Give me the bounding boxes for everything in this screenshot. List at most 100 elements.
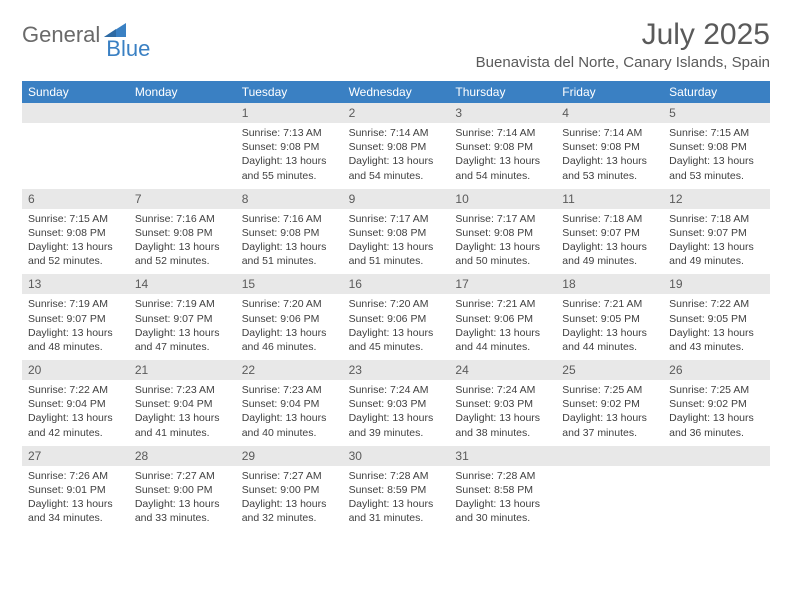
daylight: Daylight: 13 hours and 36 minutes. bbox=[669, 411, 764, 439]
day-number bbox=[22, 103, 129, 123]
sunrise: Sunrise: 7:16 AM bbox=[135, 212, 230, 226]
daylight: Daylight: 13 hours and 44 minutes. bbox=[562, 326, 657, 354]
sunrise: Sunrise: 7:13 AM bbox=[242, 126, 337, 140]
daylight: Daylight: 13 hours and 47 minutes. bbox=[135, 326, 230, 354]
sunset: Sunset: 9:06 PM bbox=[349, 312, 444, 326]
sunrise: Sunrise: 7:21 AM bbox=[562, 297, 657, 311]
day-body: Sunrise: 7:19 AMSunset: 9:07 PMDaylight:… bbox=[129, 294, 236, 360]
day-body: Sunrise: 7:27 AMSunset: 9:00 PMDaylight:… bbox=[236, 466, 343, 532]
day-body: Sunrise: 7:13 AMSunset: 9:08 PMDaylight:… bbox=[236, 123, 343, 189]
week-daynum-row: 13141516171819 bbox=[22, 274, 770, 294]
sunrise: Sunrise: 7:20 AM bbox=[242, 297, 337, 311]
sunset: Sunset: 9:05 PM bbox=[562, 312, 657, 326]
day-body: Sunrise: 7:27 AMSunset: 9:00 PMDaylight:… bbox=[129, 466, 236, 532]
sunrise: Sunrise: 7:15 AM bbox=[28, 212, 123, 226]
sunset: Sunset: 9:01 PM bbox=[28, 483, 123, 497]
day-number: 14 bbox=[129, 274, 236, 294]
daylight: Daylight: 13 hours and 51 minutes. bbox=[349, 240, 444, 268]
sunrise: Sunrise: 7:25 AM bbox=[562, 383, 657, 397]
daylight: Daylight: 13 hours and 39 minutes. bbox=[349, 411, 444, 439]
daylight: Daylight: 13 hours and 49 minutes. bbox=[669, 240, 764, 268]
day-number: 16 bbox=[343, 274, 450, 294]
sunrise: Sunrise: 7:14 AM bbox=[349, 126, 444, 140]
sunrise: Sunrise: 7:24 AM bbox=[455, 383, 550, 397]
daylight: Daylight: 13 hours and 51 minutes. bbox=[242, 240, 337, 268]
week-body-row: Sunrise: 7:26 AMSunset: 9:01 PMDaylight:… bbox=[22, 466, 770, 532]
sunset: Sunset: 9:06 PM bbox=[242, 312, 337, 326]
sunset: Sunset: 9:07 PM bbox=[669, 226, 764, 240]
sunset: Sunset: 9:02 PM bbox=[562, 397, 657, 411]
sunset: Sunset: 9:08 PM bbox=[669, 140, 764, 154]
sunrise: Sunrise: 7:19 AM bbox=[28, 297, 123, 311]
day-number: 22 bbox=[236, 360, 343, 380]
sunset: Sunset: 9:08 PM bbox=[349, 226, 444, 240]
title-block: July 2025 Buenavista del Norte, Canary I… bbox=[476, 18, 770, 77]
daylight: Daylight: 13 hours and 53 minutes. bbox=[562, 154, 657, 182]
daylight: Daylight: 13 hours and 30 minutes. bbox=[455, 497, 550, 525]
day-body: Sunrise: 7:15 AMSunset: 9:08 PMDaylight:… bbox=[663, 123, 770, 189]
daylight: Daylight: 13 hours and 52 minutes. bbox=[135, 240, 230, 268]
day-number: 20 bbox=[22, 360, 129, 380]
day-number: 26 bbox=[663, 360, 770, 380]
day-body: Sunrise: 7:20 AMSunset: 9:06 PMDaylight:… bbox=[343, 294, 450, 360]
daylight: Daylight: 13 hours and 38 minutes. bbox=[455, 411, 550, 439]
dow-thursday: Thursday bbox=[449, 81, 556, 103]
daylight: Daylight: 13 hours and 37 minutes. bbox=[562, 411, 657, 439]
sunset: Sunset: 9:08 PM bbox=[455, 226, 550, 240]
sunrise: Sunrise: 7:27 AM bbox=[242, 469, 337, 483]
day-body: Sunrise: 7:21 AMSunset: 9:06 PMDaylight:… bbox=[449, 294, 556, 360]
daylight: Daylight: 13 hours and 33 minutes. bbox=[135, 497, 230, 525]
sunrise: Sunrise: 7:28 AM bbox=[349, 469, 444, 483]
brand-part2: Blue bbox=[106, 36, 150, 62]
day-number bbox=[129, 103, 236, 123]
day-number: 28 bbox=[129, 446, 236, 466]
day-body: Sunrise: 7:24 AMSunset: 9:03 PMDaylight:… bbox=[449, 380, 556, 446]
day-number: 27 bbox=[22, 446, 129, 466]
daylight: Daylight: 13 hours and 46 minutes. bbox=[242, 326, 337, 354]
day-body: Sunrise: 7:14 AMSunset: 9:08 PMDaylight:… bbox=[556, 123, 663, 189]
sunset: Sunset: 9:02 PM bbox=[669, 397, 764, 411]
day-body: Sunrise: 7:14 AMSunset: 9:08 PMDaylight:… bbox=[343, 123, 450, 189]
sunset: Sunset: 9:08 PM bbox=[28, 226, 123, 240]
sunset: Sunset: 9:03 PM bbox=[455, 397, 550, 411]
sunset: Sunset: 9:04 PM bbox=[135, 397, 230, 411]
daylight: Daylight: 13 hours and 54 minutes. bbox=[455, 154, 550, 182]
day-body bbox=[556, 466, 663, 532]
dow-saturday: Saturday bbox=[663, 81, 770, 103]
day-body: Sunrise: 7:25 AMSunset: 9:02 PMDaylight:… bbox=[556, 380, 663, 446]
header: General Blue July 2025 Buenavista del No… bbox=[22, 18, 770, 77]
brand-part1: General bbox=[22, 22, 100, 48]
day-number: 15 bbox=[236, 274, 343, 294]
day-body: Sunrise: 7:19 AMSunset: 9:07 PMDaylight:… bbox=[22, 294, 129, 360]
day-body: Sunrise: 7:22 AMSunset: 9:05 PMDaylight:… bbox=[663, 294, 770, 360]
daylight: Daylight: 13 hours and 34 minutes. bbox=[28, 497, 123, 525]
sunrise: Sunrise: 7:20 AM bbox=[349, 297, 444, 311]
sunset: Sunset: 9:05 PM bbox=[669, 312, 764, 326]
day-number: 1 bbox=[236, 103, 343, 123]
day-body: Sunrise: 7:16 AMSunset: 9:08 PMDaylight:… bbox=[129, 209, 236, 275]
daylight: Daylight: 13 hours and 55 minutes. bbox=[242, 154, 337, 182]
location: Buenavista del Norte, Canary Islands, Sp… bbox=[476, 54, 770, 71]
daylight: Daylight: 13 hours and 44 minutes. bbox=[455, 326, 550, 354]
day-number: 30 bbox=[343, 446, 450, 466]
dow-tuesday: Tuesday bbox=[236, 81, 343, 103]
day-number: 5 bbox=[663, 103, 770, 123]
day-body: Sunrise: 7:18 AMSunset: 9:07 PMDaylight:… bbox=[663, 209, 770, 275]
day-number: 9 bbox=[343, 189, 450, 209]
weeks-container: 12345Sunrise: 7:13 AMSunset: 9:08 PMDayl… bbox=[22, 103, 770, 531]
sunrise: Sunrise: 7:19 AM bbox=[135, 297, 230, 311]
day-number: 25 bbox=[556, 360, 663, 380]
sunset: Sunset: 9:00 PM bbox=[242, 483, 337, 497]
week-daynum-row: 2728293031 bbox=[22, 446, 770, 466]
week-body-row: Sunrise: 7:13 AM Sunset: 9:08 PM Daylight:… bbox=[22, 123, 770, 189]
sunset: Sunset: 9:00 PM bbox=[135, 483, 230, 497]
daylight: Daylight: 13 hours and 45 minutes. bbox=[349, 326, 444, 354]
dow-friday: Friday bbox=[556, 81, 663, 103]
daylight: Daylight: 13 hours and 52 minutes. bbox=[28, 240, 123, 268]
day-body: Sunrise: 7:22 AMSunset: 9:04 PMDaylight:… bbox=[22, 380, 129, 446]
day-body: Sunrise: 7:18 AMSunset: 9:07 PMDaylight:… bbox=[556, 209, 663, 275]
day-body: Sunrise: 7:24 AMSunset: 9:03 PMDaylight:… bbox=[343, 380, 450, 446]
day-body: Sunrise: 7:28 AMSunset: 8:58 PMDaylight:… bbox=[449, 466, 556, 532]
dow-sunday: Sunday bbox=[22, 81, 129, 103]
daylight: Daylight: 13 hours and 50 minutes. bbox=[455, 240, 550, 268]
